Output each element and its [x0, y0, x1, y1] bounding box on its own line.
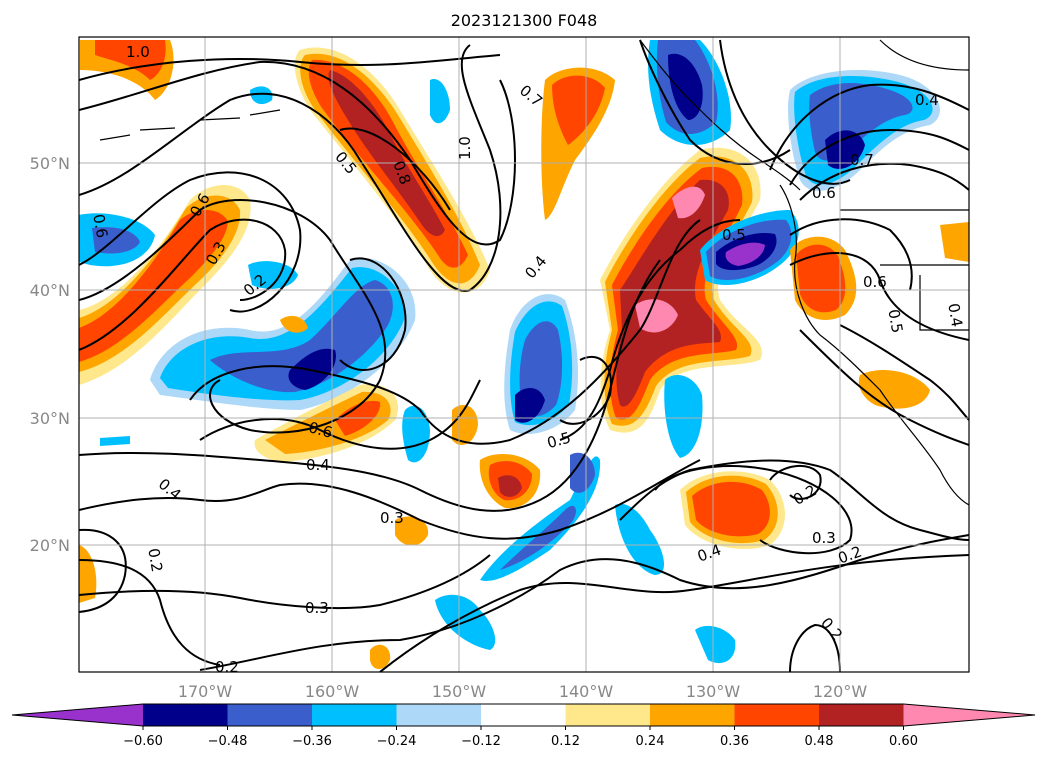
contour-label: 0.6 — [863, 273, 887, 291]
contour-label: 0.2 — [215, 658, 239, 676]
colorbar-extend-min — [12, 704, 143, 726]
contour-label: 0.4 — [915, 91, 939, 109]
colorbar-tick-label: −0.48 — [208, 734, 248, 749]
contour-label: 0.7 — [850, 151, 874, 169]
map-panel: 1.0 0.6 0.3 0.5 0.8 1.0 0.7 0.6 0.2 0.4 … — [79, 37, 969, 676]
colorbar-tick-label: −0.12 — [461, 734, 501, 749]
lon-label: 120°W — [813, 682, 868, 701]
colorbar: −0.60 −0.48 −0.36 −0.24 −0.12 0.12 0.24 0.36 0.4… — [11, 703, 1036, 749]
contour-label: 0.6 — [307, 418, 335, 442]
latitude-labels: 50°N 40°N 30°N 20°N — [30, 154, 70, 555]
colorbar-tick-label: 0.24 — [636, 734, 665, 749]
contour-label: 0.6 — [812, 184, 836, 202]
colorbar-segment — [227, 704, 312, 726]
lon-label: 140°W — [559, 682, 614, 701]
colorbar-segment — [565, 704, 650, 726]
colorbar-tick-label: 0.48 — [805, 734, 834, 749]
coastlines — [99, 39, 969, 506]
colorbar-segment — [481, 704, 566, 726]
lon-label: 130°W — [686, 682, 741, 701]
colorbar-tick-label: 0.36 — [720, 734, 749, 749]
colorbar-tick-label: 0.12 — [551, 734, 580, 749]
colorbar-tick-label: −0.60 — [123, 734, 163, 749]
colorbar-segment — [734, 704, 819, 726]
lat-label: 30°N — [30, 409, 70, 428]
contour-lines — [79, 39, 969, 672]
lon-label: 160°W — [305, 682, 360, 701]
contour-label: 0.2 — [144, 547, 166, 574]
lat-label: 20°N — [30, 536, 70, 555]
map-frame — [78, 36, 970, 673]
lat-label: 50°N — [30, 154, 70, 173]
colorbar-segment — [312, 704, 397, 726]
map-title: 2023121300 F048 — [451, 11, 598, 30]
contour-label: 0.3 — [305, 599, 329, 617]
longitude-labels: 170°W 160°W 150°W 140°W 130°W 120°W — [178, 682, 868, 701]
colorbar-tick-label: −0.24 — [377, 734, 417, 749]
colorbar-segment — [143, 704, 228, 726]
contour-label: 0.4 — [944, 302, 966, 329]
contour-label: 0.6 — [89, 213, 111, 240]
colorbar-segment — [819, 704, 904, 726]
contour-label: 0.4 — [306, 456, 330, 474]
colorbar-extend-max — [903, 704, 1035, 726]
contour-label: 1.0 — [126, 43, 150, 61]
gridlines — [79, 37, 969, 672]
colorbar-tick-label: 0.60 — [889, 734, 918, 749]
lat-label: 40°N — [30, 281, 70, 300]
contour-label: 0.5 — [545, 428, 573, 452]
colorbar-tick-label: −0.36 — [292, 734, 332, 749]
colorbar-segment — [396, 704, 481, 726]
lon-label: 170°W — [178, 682, 233, 701]
lon-label: 150°W — [432, 682, 487, 701]
contour-label: 0.5 — [884, 308, 906, 335]
contour-label: 0.5 — [722, 226, 746, 244]
contour-label: 0.3 — [380, 509, 404, 527]
contour-label: 1.0 — [456, 136, 474, 160]
contour-label: 0.3 — [812, 529, 836, 547]
colorbar-segment — [650, 704, 735, 726]
